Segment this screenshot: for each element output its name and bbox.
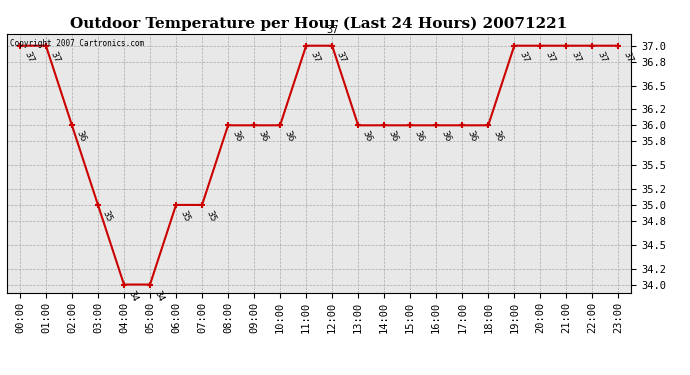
Text: 36: 36 <box>75 129 88 144</box>
Text: 36: 36 <box>491 129 504 144</box>
Text: 34: 34 <box>152 289 166 303</box>
Text: 36: 36 <box>387 129 400 144</box>
Text: 37: 37 <box>49 50 61 64</box>
Text: 37: 37 <box>23 50 36 64</box>
Text: 37: 37 <box>326 25 338 34</box>
Text: 36: 36 <box>413 129 426 144</box>
Text: 37: 37 <box>595 50 608 64</box>
Text: 34: 34 <box>127 289 140 303</box>
Text: 37: 37 <box>335 50 348 64</box>
Text: 37: 37 <box>309 50 322 64</box>
Title: Outdoor Temperature per Hour (Last 24 Hours) 20071221: Outdoor Temperature per Hour (Last 24 Ho… <box>70 17 568 31</box>
Text: Copyright 2007 Cartronics.com: Copyright 2007 Cartronics.com <box>10 39 144 48</box>
Text: 37: 37 <box>543 50 556 64</box>
Text: 36: 36 <box>465 129 478 144</box>
Text: 35: 35 <box>179 209 192 224</box>
Text: 37: 37 <box>621 50 634 64</box>
Text: 36: 36 <box>257 129 270 144</box>
Text: 35: 35 <box>101 209 114 224</box>
Text: 37: 37 <box>517 50 530 64</box>
Text: 35: 35 <box>205 209 218 224</box>
Text: 36: 36 <box>361 129 374 144</box>
Text: 36: 36 <box>283 129 296 144</box>
Text: 37: 37 <box>569 50 582 64</box>
Text: 36: 36 <box>231 129 244 144</box>
Text: 36: 36 <box>439 129 452 144</box>
